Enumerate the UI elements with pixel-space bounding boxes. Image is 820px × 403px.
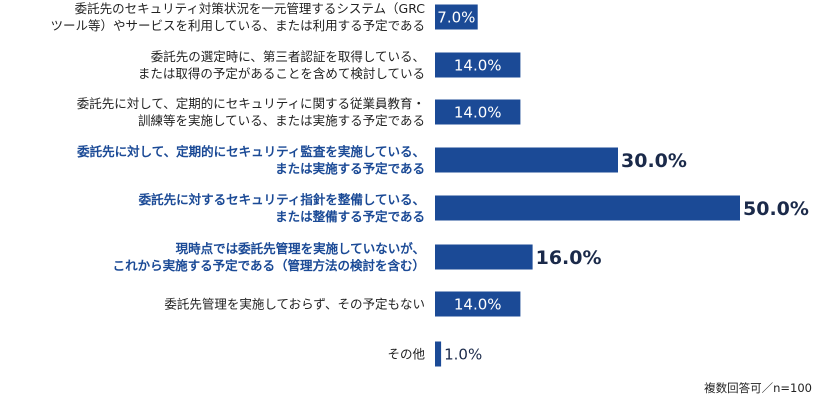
bar [435,147,618,173]
bar [435,4,478,30]
value-label: 1.0% [444,346,482,364]
category-label: 委託先に対して、定期的にセキュリティ監査を実施している、または実施する予定である [76,144,425,176]
category-label: その他 [387,347,425,362]
value-label: 50.0% [743,198,809,220]
chart-row: 委託先管理を実施しておらず、その予定もない 14.0% [164,291,521,317]
bar [435,291,521,317]
value-label: 14.0% [454,104,502,122]
category-label: 委託先に対するセキュリティ指針を整備している、または整備する予定である [138,192,425,224]
chart-row: 委託先のセキュリティ対策状況を一元管理するシステム（GRC ツール等）やサービスを… [50,1,478,33]
chart-row: その他 1.0% [387,341,482,367]
value-label: 16.0% [536,247,602,269]
chart-row: 委託先に対して、定期的にセキュリティに関する従業員教育・訓練等を実施している、ま… [77,96,521,128]
bar [435,341,442,367]
chart-rows: 委託先のセキュリティ対策状況を一元管理するシステム（GRC ツール等）やサービスを… [50,1,809,367]
category-label: 委託先管理を実施しておらず、その予定もない [164,297,425,312]
category-label: 委託先に対して、定期的にセキュリティに関する従業員教育・訓練等を実施している、ま… [77,96,425,128]
category-label: 委託先のセキュリティ対策状況を一元管理するシステム（GRC ツール等）やサービスを… [50,1,425,33]
chart-row: 委託先の選定時に、第三者認証を取得している、または取得の予定があることを含めて検… [138,49,521,81]
chart-row: 現時点では委託先管理を実施していないが、これから実施する予定である（管理方法の検… [113,241,602,273]
sample-note: 複数回答可／n=100 [704,381,812,395]
bar [435,195,740,221]
category-label: 委託先の選定時に、第三者認証を取得している、または取得の予定があることを含めて検… [138,49,425,81]
value-label: 14.0% [454,296,502,314]
bar [435,52,521,78]
bar [435,244,533,270]
value-label: 30.0% [621,150,687,172]
category-label: 現時点では委託先管理を実施していないが、これから実施する予定である（管理方法の検… [113,241,425,273]
value-label: 7.0% [437,9,475,27]
chart-row: 委託先に対して、定期的にセキュリティ監査を実施している、または実施する予定である… [76,144,687,176]
bar [435,99,521,125]
value-label: 14.0% [454,57,502,75]
chart-row: 委託先に対するセキュリティ指針を整備している、または整備する予定である 50.0% [138,192,809,224]
